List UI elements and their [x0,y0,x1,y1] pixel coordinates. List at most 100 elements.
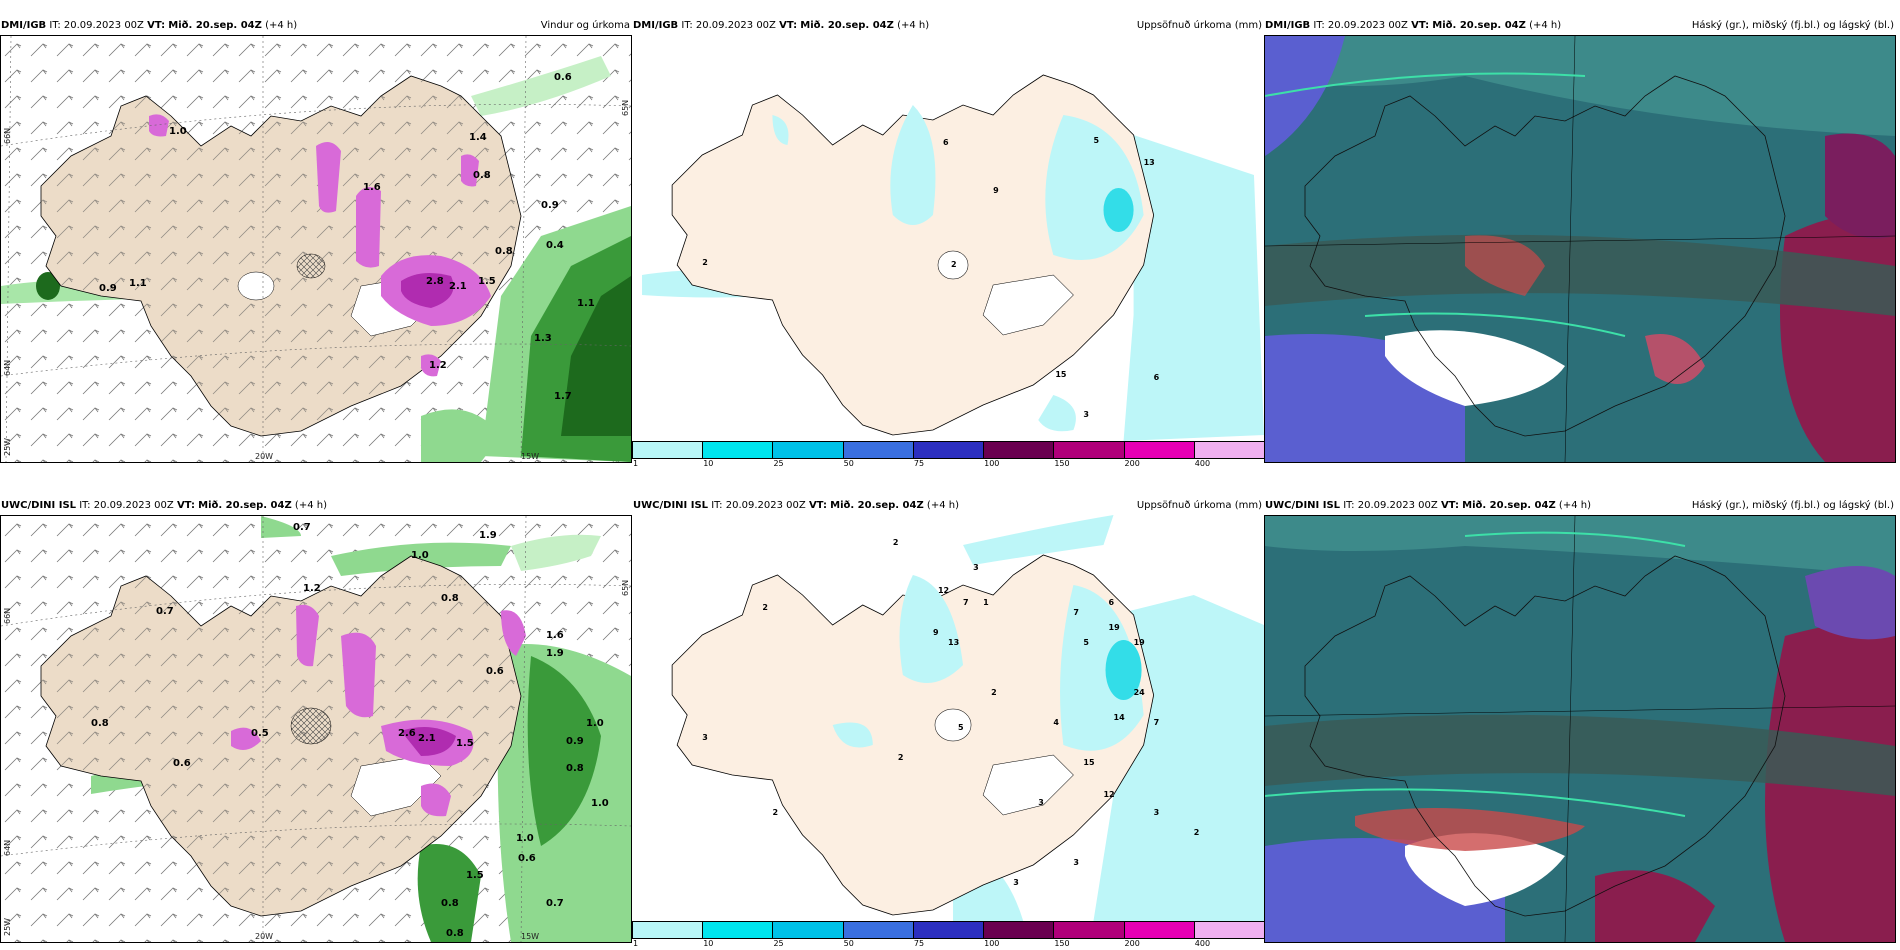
colorbar-swatch [1053,441,1125,459]
colorbar-tick-label: 50 [843,939,854,948]
colorbar-tick-label: 10 [703,939,714,948]
value-label: 0.8 [473,170,491,181]
value-label: 2 [898,753,904,762]
model-source: UWC/DINI ISL [1,500,77,511]
init-time: IT: 20.09.2023 00Z [1343,500,1438,511]
value-label: 1.0 [591,798,609,809]
value-label: 0.8 [441,593,459,604]
colorbar-swatch [1123,441,1195,459]
value-label: 3 [1073,858,1079,867]
value-label: 12 [938,586,949,595]
colorbar-tick-label: 200 [1124,459,1140,468]
colorbar-tick-label: 50 [843,459,854,468]
valid-time: Mið. 20.sep. 04Z [168,20,262,31]
value-label: 1.0 [586,718,604,729]
wind-precip-map[interactable]: 0.6 1.0 1.4 0.8 1.6 0.9 0.4 2.8 2.1 1.5 … [0,35,632,463]
accumulated-precip-map[interactable]: 6 5 9 13 2 15 2 6 3 [632,35,1264,441]
colorbar-tick-label: 25 [773,939,784,948]
value-label: 2.6 [398,728,416,739]
value-label: 1.3 [534,333,552,344]
panel-header: DMI/IGB IT: 20.09.2023 00Z VT: Mið. 20.s… [1264,17,1896,35]
panel-title: Uppsöfnuð úrkoma (mm) [1136,500,1262,511]
value-label: 1.0 [169,126,187,137]
valid-time: Mið. 20.sep. 04Z [1432,20,1526,31]
value-label: 5 [1093,136,1099,145]
value-label: 0.4 [546,240,564,251]
cloud-cover-map[interactable] [1264,35,1896,463]
init-time: IT: 20.09.2023 00Z [681,20,776,31]
value-label: 0.6 [173,758,191,769]
cloud-cover-map[interactable] [1264,515,1896,943]
value-label: 5 [1083,638,1089,647]
colorbar-tick-label: 100 [984,939,1000,948]
map-canvas [1265,36,1895,462]
init-time: IT: 20.09.2023 00Z [79,500,174,511]
map-canvas: 0.7 0.7 1.2 1.0 0.8 1.9 1.6 1.9 0.6 1.0 … [1,516,631,942]
value-label: 3 [1083,410,1089,419]
precip-colorbar: 1 10 25 50 75 100 150 200 400 [632,441,1265,468]
colorbar-swatch [632,441,704,459]
value-label: 2 [762,603,768,612]
lat-label: 65N [621,579,630,596]
lead-time: (+4 h) [926,500,959,511]
panel-title: Uppsöfnuð úrkoma (mm) [1136,20,1262,31]
precip-colorbar: 1 10 25 50 75 100 150 200 400 [632,921,1265,948]
value-label: 12 [1103,790,1114,799]
value-label: 0.7 [546,898,564,909]
panel-title: Háský (gr.), miðský (fj.bl.) og lágský (… [1691,20,1894,31]
init-time: IT: 20.09.2023 00Z [711,500,806,511]
value-label: 1.1 [129,278,147,289]
value-label: 0.6 [486,666,504,677]
value-label: 1.2 [429,360,447,371]
colorbar-tick-label: 150 [1054,459,1070,468]
value-label: 7 [963,598,969,607]
value-label: 1.7 [554,391,572,402]
value-label: 2.1 [418,733,436,744]
model-source: DMI/IGB [1,20,47,31]
value-label: 7 [1073,608,1079,617]
value-label: 1.0 [411,550,429,561]
value-label: 1.5 [466,870,484,881]
colorbar-swatch [842,441,914,459]
valid-time-label: VT: [176,500,195,511]
iceland-landmass [671,74,1155,436]
colorbar-tick-label: 1 [633,459,639,468]
colorbar-swatch [1123,921,1195,939]
lat-label: 66N [3,127,12,144]
value-label: 19 [1109,623,1121,632]
value-label: 2 [951,260,957,269]
lead-time: (+4 h) [1558,500,1591,511]
value-label: 9 [933,628,939,637]
value-label: 6 [943,138,949,147]
panel-header: UWC/DINI ISL IT: 20.09.2023 00Z VT: Mið.… [632,497,1264,515]
value-label: 0.9 [566,736,584,747]
lon-label: 25W [3,917,12,936]
value-label: 0.8 [566,763,584,774]
model-source: UWC/DINI ISL [1265,500,1341,511]
colorbar-swatch [912,921,985,939]
map-canvas: 6 5 9 13 2 15 2 6 3 [632,35,1264,441]
value-label: 0.9 [99,283,117,294]
value-label: 1.1 [577,298,595,309]
accumulated-precip-map[interactable]: 2 2 3 12 7 9 1 7 6 13 5 19 19 24 14 7 15… [632,515,1264,921]
value-label: 0.9 [541,200,559,211]
value-label: 1.9 [546,648,564,659]
value-label: 15 [1055,370,1067,379]
value-label: 2 [1194,828,1200,837]
panel-header: DMI/IGB IT: 20.09.2023 00Z VT: Mið. 20.s… [632,17,1264,35]
panel-title: Vindur og úrkoma [540,20,630,31]
panel-header: UWC/DINI ISL IT: 20.09.2023 00Z VT: Mið.… [1264,497,1896,515]
value-label: 15 [1083,758,1095,767]
value-label: 0.8 [495,246,513,257]
model-source: DMI/IGB [1265,20,1311,31]
valid-time-label: VT: [1440,500,1459,511]
panel-bottom-left: UWC/DINI ISL IT: 20.09.2023 00Z VT: Mið.… [0,497,632,943]
valid-time: Mið. 20.sep. 04Z [830,500,924,511]
wind-precip-map[interactable]: 0.7 0.7 1.2 1.0 0.8 1.9 1.6 1.9 0.6 1.0 … [0,515,632,943]
valid-time: Mið. 20.sep. 04Z [198,500,292,511]
colorbar-tick-label: 200 [1124,939,1140,948]
panel-header: DMI/IGB IT: 20.09.2023 00Z VT: Mið. 20.s… [0,17,632,35]
colorbar-swatch [772,441,844,459]
value-label: 1 [983,598,989,607]
colorbar-swatch [1193,441,1265,459]
